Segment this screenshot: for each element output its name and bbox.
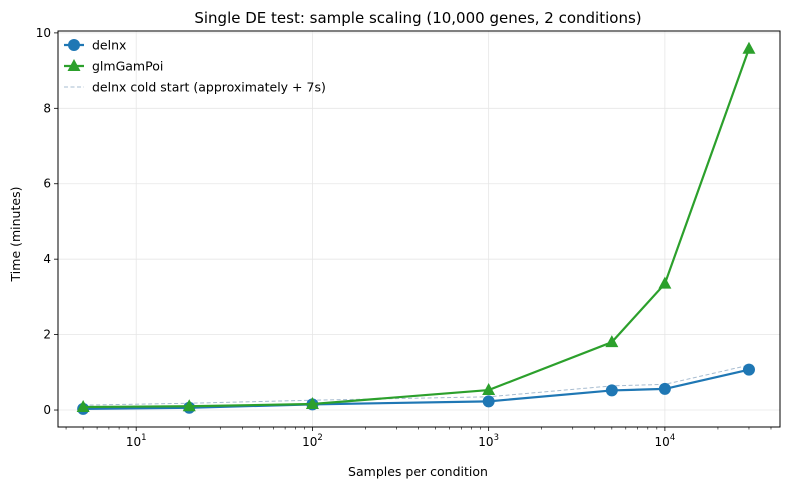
data-point (658, 382, 671, 395)
series-1 (76, 41, 756, 413)
legend-item-2: delnx cold start (approximately + 7s) (64, 80, 326, 95)
data-point (742, 363, 755, 376)
series-2 (83, 364, 750, 406)
series-layer (76, 41, 756, 415)
data-point (182, 399, 196, 412)
x-tick-label: 101 (126, 433, 147, 449)
x-tick-label: 104 (655, 433, 676, 449)
legend: delnx glmGamPoi delnx cold start (approxim… (64, 38, 326, 95)
y-tick-label: 0 (43, 403, 51, 417)
series-line (83, 48, 751, 409)
legend-marker (68, 39, 80, 51)
data-point (742, 41, 756, 54)
legend-marker (67, 59, 81, 71)
grid (58, 31, 780, 427)
data-point (482, 383, 496, 396)
x-axis-label: Samples per condition (348, 464, 488, 479)
y-axis-label: Time (minutes) (8, 187, 23, 283)
x-tick-label: 103 (478, 433, 499, 449)
legend-label: delnx (92, 38, 126, 53)
data-point (482, 395, 495, 408)
data-point (605, 335, 619, 348)
x-tick-label: 102 (302, 433, 323, 449)
data-point (76, 400, 90, 413)
data-point (605, 384, 618, 397)
legend-label: delnx cold start (approximately + 7s) (92, 80, 326, 95)
y-tick-label: 10 (36, 26, 51, 40)
y-tick-label: 4 (43, 252, 51, 266)
legend-label: glmGamPoi (92, 59, 163, 74)
legend-item-0: delnx (64, 38, 126, 53)
y-tick-label: 8 (43, 101, 51, 115)
data-point (305, 396, 319, 409)
y-tick-label: 2 (43, 328, 51, 342)
chart-title: Single DE test: sample scaling (10,000 g… (194, 9, 641, 27)
series-line (83, 364, 750, 406)
data-point (658, 276, 672, 289)
y-tick-label: 6 (43, 177, 51, 191)
ticks: 0 2 4 6 8 10 101 102 103 104 (36, 26, 772, 449)
plot-frame (57, 30, 781, 428)
legend-item-1: glmGamPoi (64, 59, 163, 74)
